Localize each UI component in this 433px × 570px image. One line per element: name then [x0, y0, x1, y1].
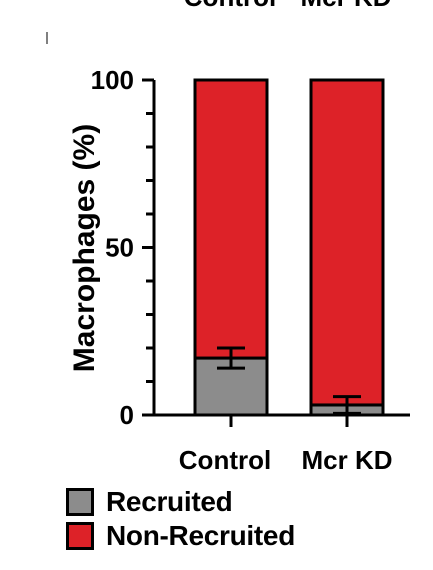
legend-swatch-non-recruited — [66, 522, 94, 550]
legend-item-non-recruited: Non-Recruited — [66, 518, 295, 554]
legend-swatch-recruited — [66, 488, 94, 516]
top-category-label-1: Mcr KD — [300, 0, 391, 12]
legend-label-recruited: Recruited — [106, 486, 233, 517]
bar-segment-non-recruited-1 — [309, 78, 385, 407]
x-tick-label-1: Mcr KD — [301, 445, 392, 470]
chart: Control Mcr KD 0 50 100 Control Mcr KD Macr… — [46, 0, 410, 470]
x-tick-label-0: Control — [179, 445, 271, 470]
legend: Recruited Non-Recruited — [66, 484, 295, 552]
y-tick-label: 0 — [120, 400, 134, 430]
y-axis-label: Macrophages (%) — [68, 124, 101, 372]
y-tick-label: 50 — [105, 233, 134, 263]
legend-label-non-recruited: Non-Recruited — [106, 520, 295, 551]
bars — [193, 78, 385, 427]
bar-segment-non-recruited-0 — [193, 78, 269, 360]
legend-item-recruited: Recruited — [66, 484, 295, 520]
x-tick-labels: Control Mcr KD — [179, 445, 393, 470]
top-category-label-0: Control — [184, 0, 276, 12]
y-tick-label: 100 — [91, 65, 134, 95]
